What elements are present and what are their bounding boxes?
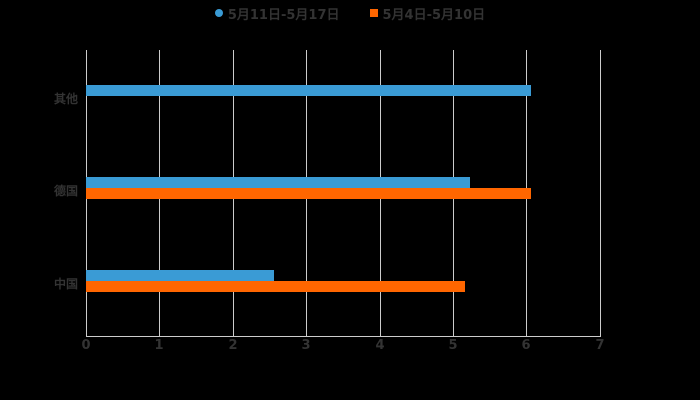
bar[interactable]	[86, 177, 470, 188]
y-label-china: 中国	[53, 277, 78, 291]
y-label-other: 其他	[53, 92, 78, 106]
legend-circle-icon	[214, 9, 223, 17]
legend-item-series-1[interactable]: 5月11日-5月17日	[214, 4, 340, 23]
x-tick	[86, 326, 87, 336]
gridline	[600, 50, 601, 326]
x-tick	[526, 326, 527, 336]
x-tick-label: 4	[375, 338, 385, 353]
x-tick-label: 1	[154, 338, 164, 353]
x-tick	[453, 326, 454, 336]
x-tick-label: 7	[595, 338, 605, 353]
legend-square-icon	[369, 9, 378, 17]
legend-label: 5月11日-5月17日	[227, 7, 340, 23]
x-tick-label: 6	[521, 338, 531, 353]
x-tick	[306, 326, 307, 336]
x-tick	[159, 326, 160, 336]
legend-label: 5月4日-5月10日	[382, 7, 486, 23]
bar[interactable]	[86, 188, 531, 199]
bar[interactable]	[86, 85, 531, 96]
x-tick-label: 0	[81, 338, 91, 353]
x-tick	[600, 326, 601, 336]
x-axis-line	[86, 336, 601, 337]
x-tick-label: 3	[301, 338, 311, 353]
chart-legend: 5月11日-5月17日 5月4日-5月10日	[0, 4, 700, 23]
bar[interactable]	[86, 270, 274, 281]
x-tick-label: 5	[448, 338, 458, 353]
legend-item-series-2[interactable]: 5月4日-5月10日	[369, 4, 486, 23]
x-tick	[380, 326, 381, 336]
bar[interactable]	[86, 281, 465, 292]
x-tick	[233, 326, 234, 336]
y-label-germany: 德国	[53, 184, 78, 198]
x-tick-label: 2	[228, 338, 238, 353]
